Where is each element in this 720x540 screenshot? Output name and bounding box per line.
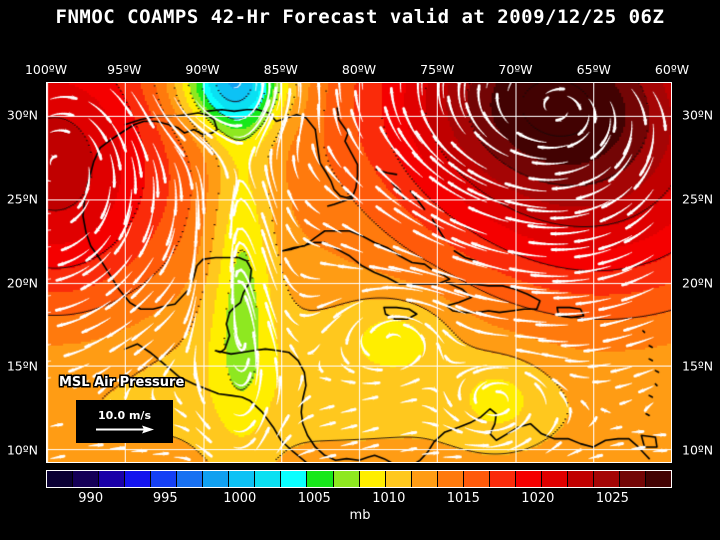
colorbar-swatch	[646, 471, 672, 487]
lat-tick-label: 20ºN	[6, 275, 38, 291]
lon-tick-label: 60ºW	[654, 62, 690, 77]
colorbar-tick-label: 1010	[372, 491, 406, 506]
lat-tick-label: 10ºN	[6, 442, 38, 458]
lon-tick-label: 85ºW	[263, 62, 298, 77]
latitude-axis-right: 30ºN 25ºN 20ºN 15ºN 10ºN	[676, 82, 720, 463]
lon-tick-label: 75ºW	[420, 62, 455, 77]
latitude-axis-left: 30ºN 25ºN 20ºN 15ºN 10ºN	[0, 82, 42, 463]
colorbar-swatch	[411, 471, 438, 487]
lat-tick-label: 15ºN	[682, 358, 714, 374]
colorbar-swatch	[73, 471, 100, 487]
lat-tick-label: 15ºN	[6, 358, 38, 374]
page-title: FNMOC COAMPS 42-Hr Forecast valid at 200…	[55, 6, 665, 28]
colorbar-swatches	[46, 470, 672, 488]
lat-tick-label: 25ºN	[6, 191, 38, 207]
colorbar-swatch	[515, 471, 542, 487]
colorbar-swatch	[47, 471, 74, 487]
colorbar-swatch	[203, 471, 230, 487]
colorbar-tick-label: 990	[78, 491, 104, 506]
lat-tick-label: 30ºN	[682, 107, 714, 123]
lon-tick-label: 90ºW	[185, 62, 220, 77]
colorbar-swatch	[489, 471, 516, 487]
lat-tick-label: 10ºN	[682, 442, 714, 458]
lat-tick-label: 20ºN	[682, 275, 714, 291]
colorbar-swatch	[229, 471, 256, 487]
lat-tick-label: 30ºN	[6, 107, 38, 123]
colorbar-tick-label: 1025	[595, 491, 629, 506]
colorbar-swatch	[99, 471, 126, 487]
right-arrow-icon	[95, 425, 154, 433]
colorbar-swatch	[385, 471, 412, 487]
lon-tick-label: 80ºW	[341, 62, 377, 77]
colorbar-tick-label: 1020	[521, 491, 555, 506]
colorbar-tick-label: 1000	[223, 491, 257, 506]
lat-tick-label: 25ºN	[682, 191, 714, 207]
colorbar-swatch	[333, 471, 360, 487]
colorbar-swatch	[151, 471, 178, 487]
colorbar-swatch	[177, 471, 204, 487]
colorbar-tick-label: 995	[152, 491, 178, 506]
pressure-field-canvas	[47, 83, 671, 462]
wind-vector-scale-key: 10.0 m/s	[76, 400, 173, 443]
colorbar-swatch	[593, 471, 621, 487]
colorbar-swatch	[541, 471, 568, 487]
colorbar-swatch	[125, 471, 152, 487]
colorbar-swatch	[437, 471, 464, 487]
wind-vector-scale-label: 10.0 m/s	[98, 408, 151, 422]
colorbar-tick-label: 1005	[297, 491, 331, 506]
colorbar-unit-label: mb	[349, 508, 371, 523]
lon-tick-label: 65ºW	[576, 62, 611, 77]
map-plot-area[interactable]: MSL Air Pressure 10.0 m/s	[46, 82, 672, 463]
colorbar-swatch	[359, 471, 386, 487]
colorbar-swatch	[307, 471, 334, 487]
colorbar-swatch	[567, 471, 594, 487]
lon-tick-label: 70ºW	[498, 62, 533, 77]
colorbar-swatch	[463, 471, 490, 487]
lon-tick-label: 95ºW	[107, 62, 142, 77]
lon-tick-label: 100ºW	[24, 62, 68, 77]
longitude-axis-top: 100ºW 95ºW 90ºW 85ºW 80ºW 75ºW 70ºW 65ºW 60ºW	[0, 62, 720, 80]
colorbar-swatch	[281, 471, 308, 487]
pressure-colorbar[interactable]	[46, 470, 672, 488]
colorbar-swatch	[620, 471, 647, 487]
mslp-field-label: MSL Air Pressure	[59, 375, 185, 390]
colorbar-swatch	[255, 471, 282, 487]
colorbar-tick-label: 1015	[446, 491, 480, 506]
